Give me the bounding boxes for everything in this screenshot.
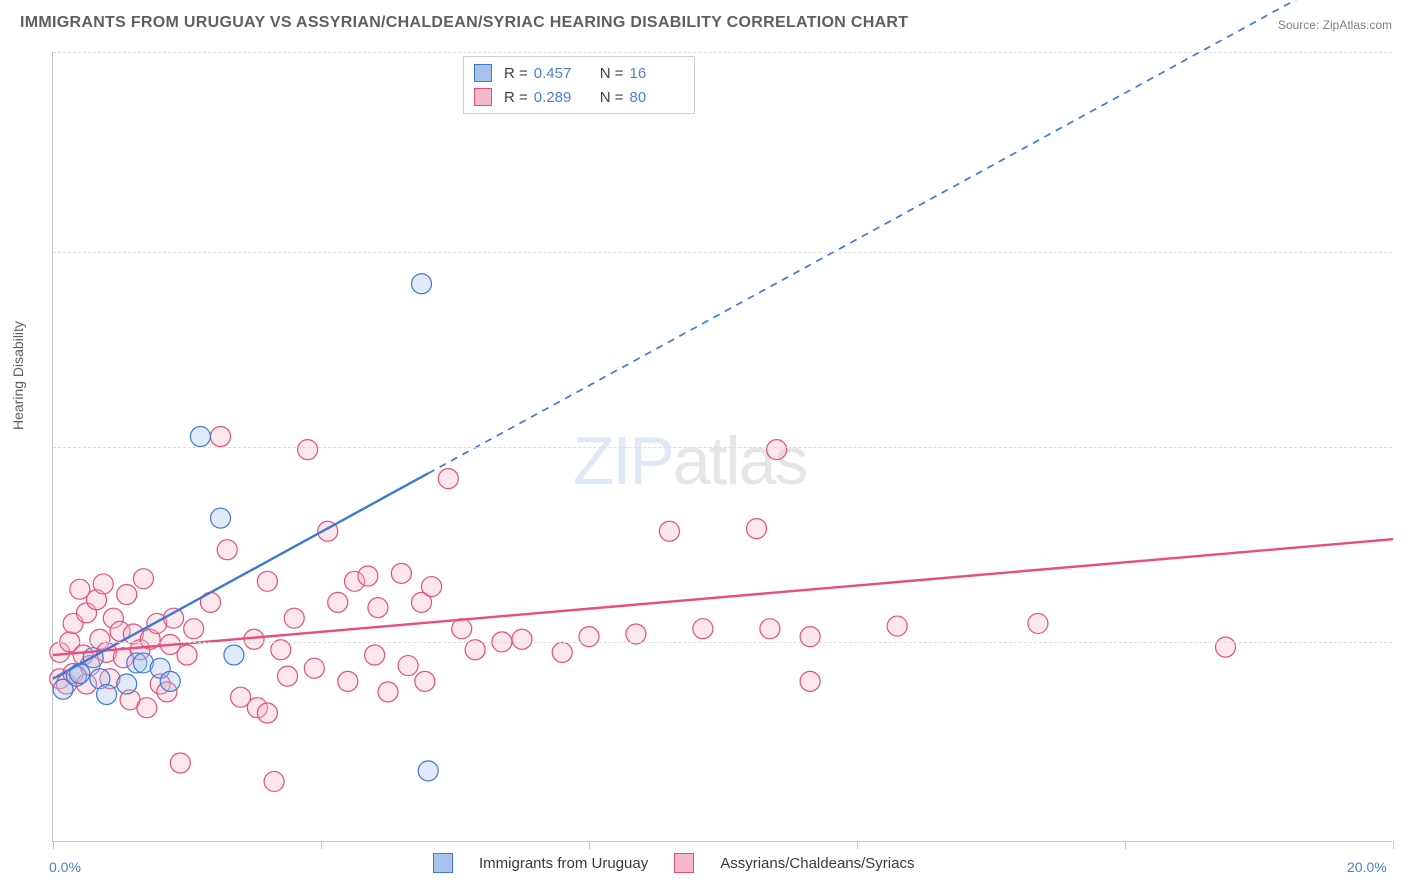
x-tick bbox=[1125, 841, 1126, 849]
x-tick bbox=[857, 841, 858, 849]
legend-row-series-b: R = 0.289 N = 80 bbox=[474, 85, 684, 109]
x-tick-label: 20.0% bbox=[1347, 859, 1387, 875]
swatch-series-a-bottom bbox=[433, 853, 453, 873]
series-b-label: Assyrians/Chaldeans/Syriacs bbox=[720, 855, 914, 872]
x-tick bbox=[589, 841, 590, 849]
gridline bbox=[53, 252, 1392, 253]
r-value-b: 0.289 bbox=[534, 89, 588, 106]
swatch-series-a bbox=[474, 64, 492, 82]
swatch-series-b-bottom bbox=[674, 853, 694, 873]
chart-title: IMMIGRANTS FROM URUGUAY VS ASSYRIAN/CHAL… bbox=[20, 14, 908, 32]
legend-row-series-a: R = 0.457 N = 16 bbox=[474, 61, 684, 85]
series-legend: Immigrants from Uruguay Assyrians/Chalde… bbox=[433, 853, 914, 873]
r-value-a: 0.457 bbox=[534, 65, 588, 82]
series-a-label: Immigrants from Uruguay bbox=[479, 855, 648, 872]
gridline bbox=[53, 52, 1392, 53]
n-value-b: 80 bbox=[630, 89, 684, 106]
x-tick-label: 0.0% bbox=[49, 859, 81, 875]
gridline bbox=[53, 642, 1392, 643]
chart-plot-area: ZIPatlas R = 0.457 N = 16 R = 0.289 N = … bbox=[52, 52, 1392, 842]
x-tick bbox=[321, 841, 322, 849]
n-value-a: 16 bbox=[630, 65, 684, 82]
y-axis-label: Hearing Disability bbox=[10, 321, 26, 430]
swatch-series-b bbox=[474, 88, 492, 106]
x-tick bbox=[53, 841, 54, 849]
gridline bbox=[53, 447, 1392, 448]
x-tick bbox=[1393, 841, 1394, 849]
source-attribution: Source: ZipAtlas.com bbox=[1278, 18, 1392, 32]
correlation-legend: R = 0.457 N = 16 R = 0.289 N = 80 bbox=[463, 56, 695, 114]
